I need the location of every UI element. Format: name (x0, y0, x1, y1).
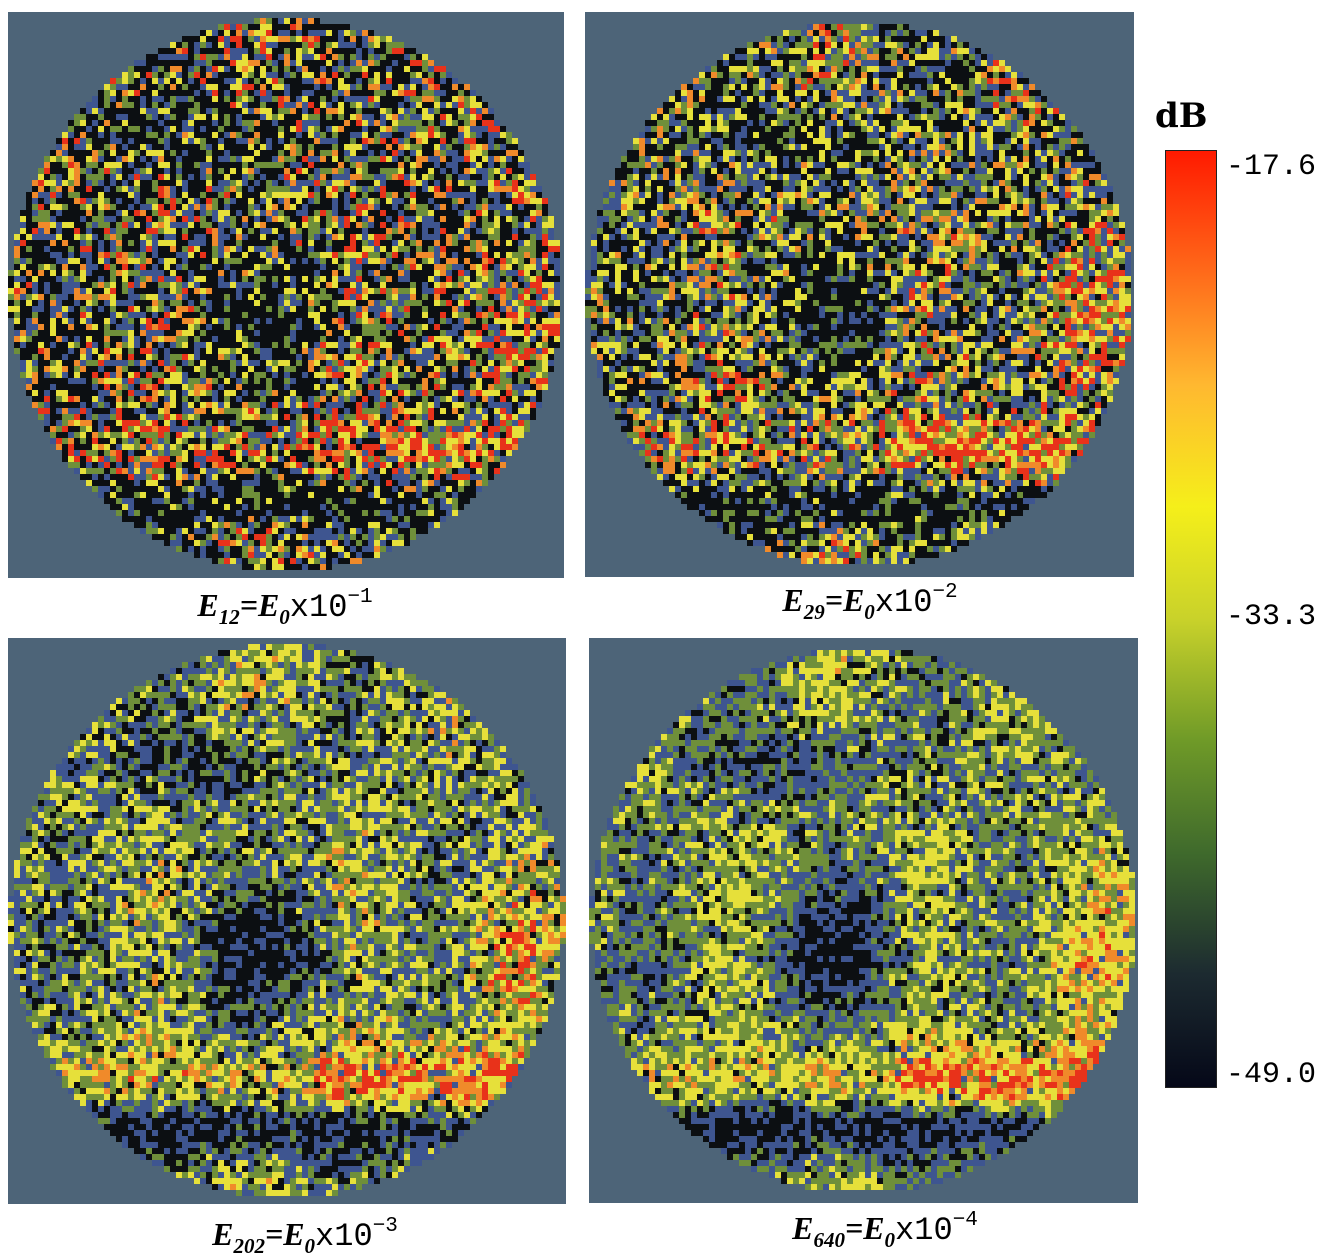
caption-subscript-rhs: 0 (864, 600, 875, 624)
caption-symbol: E (792, 1210, 813, 1246)
speckle-texture (8, 644, 566, 1196)
colorbar-tick-max: -17.6 (1226, 150, 1316, 184)
caption-symbol-rhs: E (283, 1216, 304, 1252)
image-panel-3 (8, 638, 566, 1204)
caption-multiplier: x10 (315, 1218, 373, 1255)
caption-subscript-rhs: 0 (885, 1228, 896, 1252)
speckle-map-4 (589, 650, 1135, 1190)
colorbar-tick-min: -49.0 (1226, 1058, 1316, 1092)
caption-subscript: 12 (219, 605, 240, 629)
caption-multiplier: x10 (895, 1212, 953, 1249)
colorbar-tick-mid: -33.3 (1226, 600, 1316, 634)
caption-exponent: −2 (932, 581, 957, 604)
caption-multiplier: x10 (290, 589, 348, 626)
caption-symbol: E (197, 587, 218, 623)
caption-panel-1: E12=E0x10−1 (150, 585, 420, 628)
caption-symbol: E (782, 582, 803, 618)
image-panel-2 (585, 12, 1134, 577)
colorbar-gradient (1165, 150, 1217, 1088)
speckle-texture (585, 24, 1131, 564)
caption-symbol-rhs: E (863, 1210, 884, 1246)
caption-symbol: E (212, 1216, 233, 1252)
caption-subscript: 640 (813, 1228, 845, 1252)
image-panel-4 (589, 638, 1138, 1203)
speckle-map-3 (8, 644, 566, 1196)
image-panel-1 (8, 12, 564, 578)
caption-multiplier: x10 (875, 584, 933, 621)
caption-panel-3: E202=E0x10−3 (155, 1214, 455, 1257)
caption-subscript: 29 (804, 600, 825, 624)
caption-subscript-rhs: 0 (305, 1234, 316, 1258)
caption-symbol-rhs: E (843, 582, 864, 618)
caption-subscript-rhs: 0 (279, 605, 290, 629)
speckle-texture (8, 18, 560, 570)
colorbar-unit: dB (1155, 96, 1208, 136)
caption-exponent: −3 (373, 1215, 398, 1238)
caption-panel-2: E29=E0x10−2 (730, 580, 1010, 623)
caption-symbol-rhs: E (258, 587, 279, 623)
caption-exponent: −4 (953, 1209, 978, 1232)
speckle-map-2 (585, 24, 1131, 564)
caption-panel-4: E640=E0x10−4 (735, 1208, 1035, 1251)
caption-exponent: −1 (347, 586, 372, 609)
caption-subscript: 202 (233, 1234, 265, 1258)
speckle-texture (589, 650, 1135, 1190)
speckle-map-1 (8, 18, 560, 570)
